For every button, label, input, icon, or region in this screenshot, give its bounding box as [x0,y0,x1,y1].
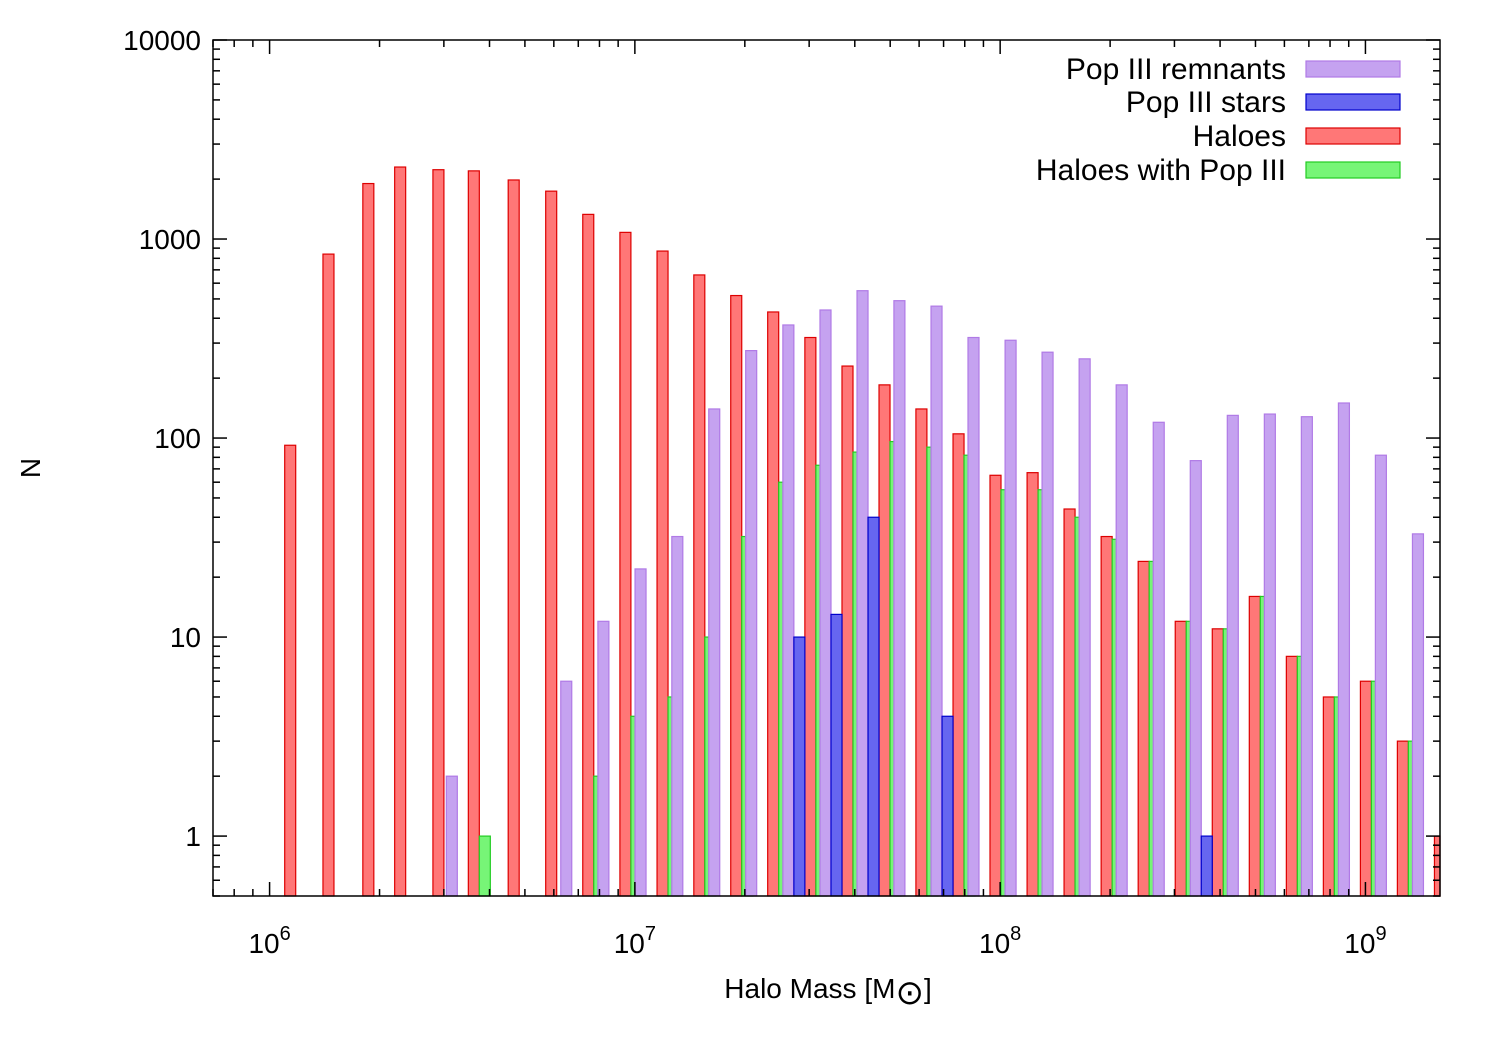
legend-swatch [1305,161,1401,179]
bar-pop-iii-remnants-24 [1152,421,1165,897]
legend-label: Haloes with Pop III [1036,154,1286,187]
bar-haloes-17 [915,408,928,897]
y-tick-label: 10 [170,622,201,653]
y-tick-label: 1000 [139,224,201,255]
bar-haloes-26 [1248,595,1261,897]
bar-haloes-9 [619,231,632,897]
bar-pop-iii-remnants-5 [445,775,458,897]
bar-pop-iii-remnants-21 [1041,351,1054,897]
bar-haloes-11 [693,274,706,897]
y-tick-label: 10000 [123,25,201,56]
bar-pop-iii-remnants-28 [1300,416,1313,897]
bar-haloes-16 [878,384,891,897]
bars-layer [284,166,1441,897]
bar-haloes-24 [1174,620,1187,897]
bar-haloes-7 [545,190,558,897]
bar-pop-iii-stars-15 [830,613,843,897]
bar-haloes-18 [952,433,965,897]
bar-haloes-19 [989,474,1002,897]
y-axis: 1 10 100 1000 10000 [123,25,1440,897]
bar-pop-iii-stars-18 [941,715,954,897]
bar-haloes-22 [1100,535,1113,897]
bar-pop-iii-stars-25 [1200,835,1213,897]
bar-pop-iii-remnants-18 [930,305,943,897]
bar-pop-iii-stars-16 [867,516,880,897]
bar-pop-iii-remnants-11 [671,535,684,897]
x-axis-title: Halo Mass [M⊙] [724,973,931,1012]
legend-label: Haloes [1193,120,1286,153]
bar-haloes-5 [467,170,480,897]
x-tick-label: 109 [1344,923,1386,959]
bar-pop-iii-remnants-12 [708,408,721,897]
bar-pop-iii-remnants-27 [1263,413,1276,897]
bar-haloes-1 [322,253,335,897]
bar-pop-iii-remnants-14 [782,324,795,897]
x-axis-title-suffix: ] [924,973,932,1004]
bar-pop-iii-remnants-8 [560,680,573,897]
bar-pop-iii-remnants-31 [1411,533,1425,897]
x-axis-title-text: Halo Mass [M [724,973,895,1004]
bar-haloes-30 [1396,740,1409,897]
y-tick-label: 100 [154,423,201,454]
bar-pop-iii-stars-14 [793,636,806,897]
x-tick-label: 107 [614,923,656,959]
bar-haloes-23 [1137,560,1150,897]
bar-haloes-27 [1285,655,1298,897]
bar-haloes-28 [1322,696,1335,897]
bar-haloes-21 [1063,508,1076,897]
bar-haloes-3 [394,166,407,897]
bar-pop-iii-remnants-29 [1337,402,1351,897]
bar-haloes-10 [656,250,669,897]
bar-haloes-20 [1026,472,1039,897]
bar-pop-iii-remnants-10 [634,568,647,897]
x-axis: 106 107 108 109 [212,40,1387,959]
bar-pop-iii-remnants-25 [1189,460,1202,897]
x-tick-label: 106 [248,923,290,959]
bar-haloes-15 [841,365,854,897]
legend-swatch [1305,60,1401,78]
plot-frame [212,39,1441,897]
bar-haloes-29 [1359,680,1373,897]
bar-haloes-8 [582,213,595,897]
legend-swatch [1305,127,1401,145]
bar-haloes-with-pop-iii-5 [478,835,491,897]
bar-pop-iii-remnants-20 [1004,339,1017,897]
bar-pop-iii-remnants-23 [1115,384,1128,897]
bar-pop-iii-remnants-19 [967,336,980,897]
bar-pop-iii-remnants-13 [745,350,758,897]
bar-pop-iii-remnants-9 [597,620,610,897]
bar-pop-iii-remnants-22 [1078,358,1091,897]
y-tick-label: 1 [185,821,201,852]
bar-haloes-14 [804,336,817,897]
bar-pop-iii-remnants-17 [893,300,906,897]
bar-haloes-13 [767,311,780,897]
bar-haloes-2 [362,182,375,897]
bar-haloes-12 [730,294,743,897]
solar-mass-symbol: ⊙ [895,974,924,1012]
bar-pop-iii-remnants-26 [1226,414,1239,897]
y-axis-title: N [15,458,46,478]
bar-haloes-6 [507,179,520,897]
bar-haloes-4 [432,169,445,897]
x-tick-label: 108 [979,923,1021,959]
legend-label: Pop III remnants [1066,53,1286,86]
bar-pop-iii-remnants-16 [856,290,869,897]
legend-label: Pop III stars [1126,86,1286,119]
bar-pop-iii-remnants-15 [819,309,832,897]
bar-pop-iii-remnants-30 [1374,454,1387,897]
legend-swatch [1305,93,1401,111]
bar-haloes-0 [284,444,297,897]
bar-haloes-25 [1211,628,1224,897]
